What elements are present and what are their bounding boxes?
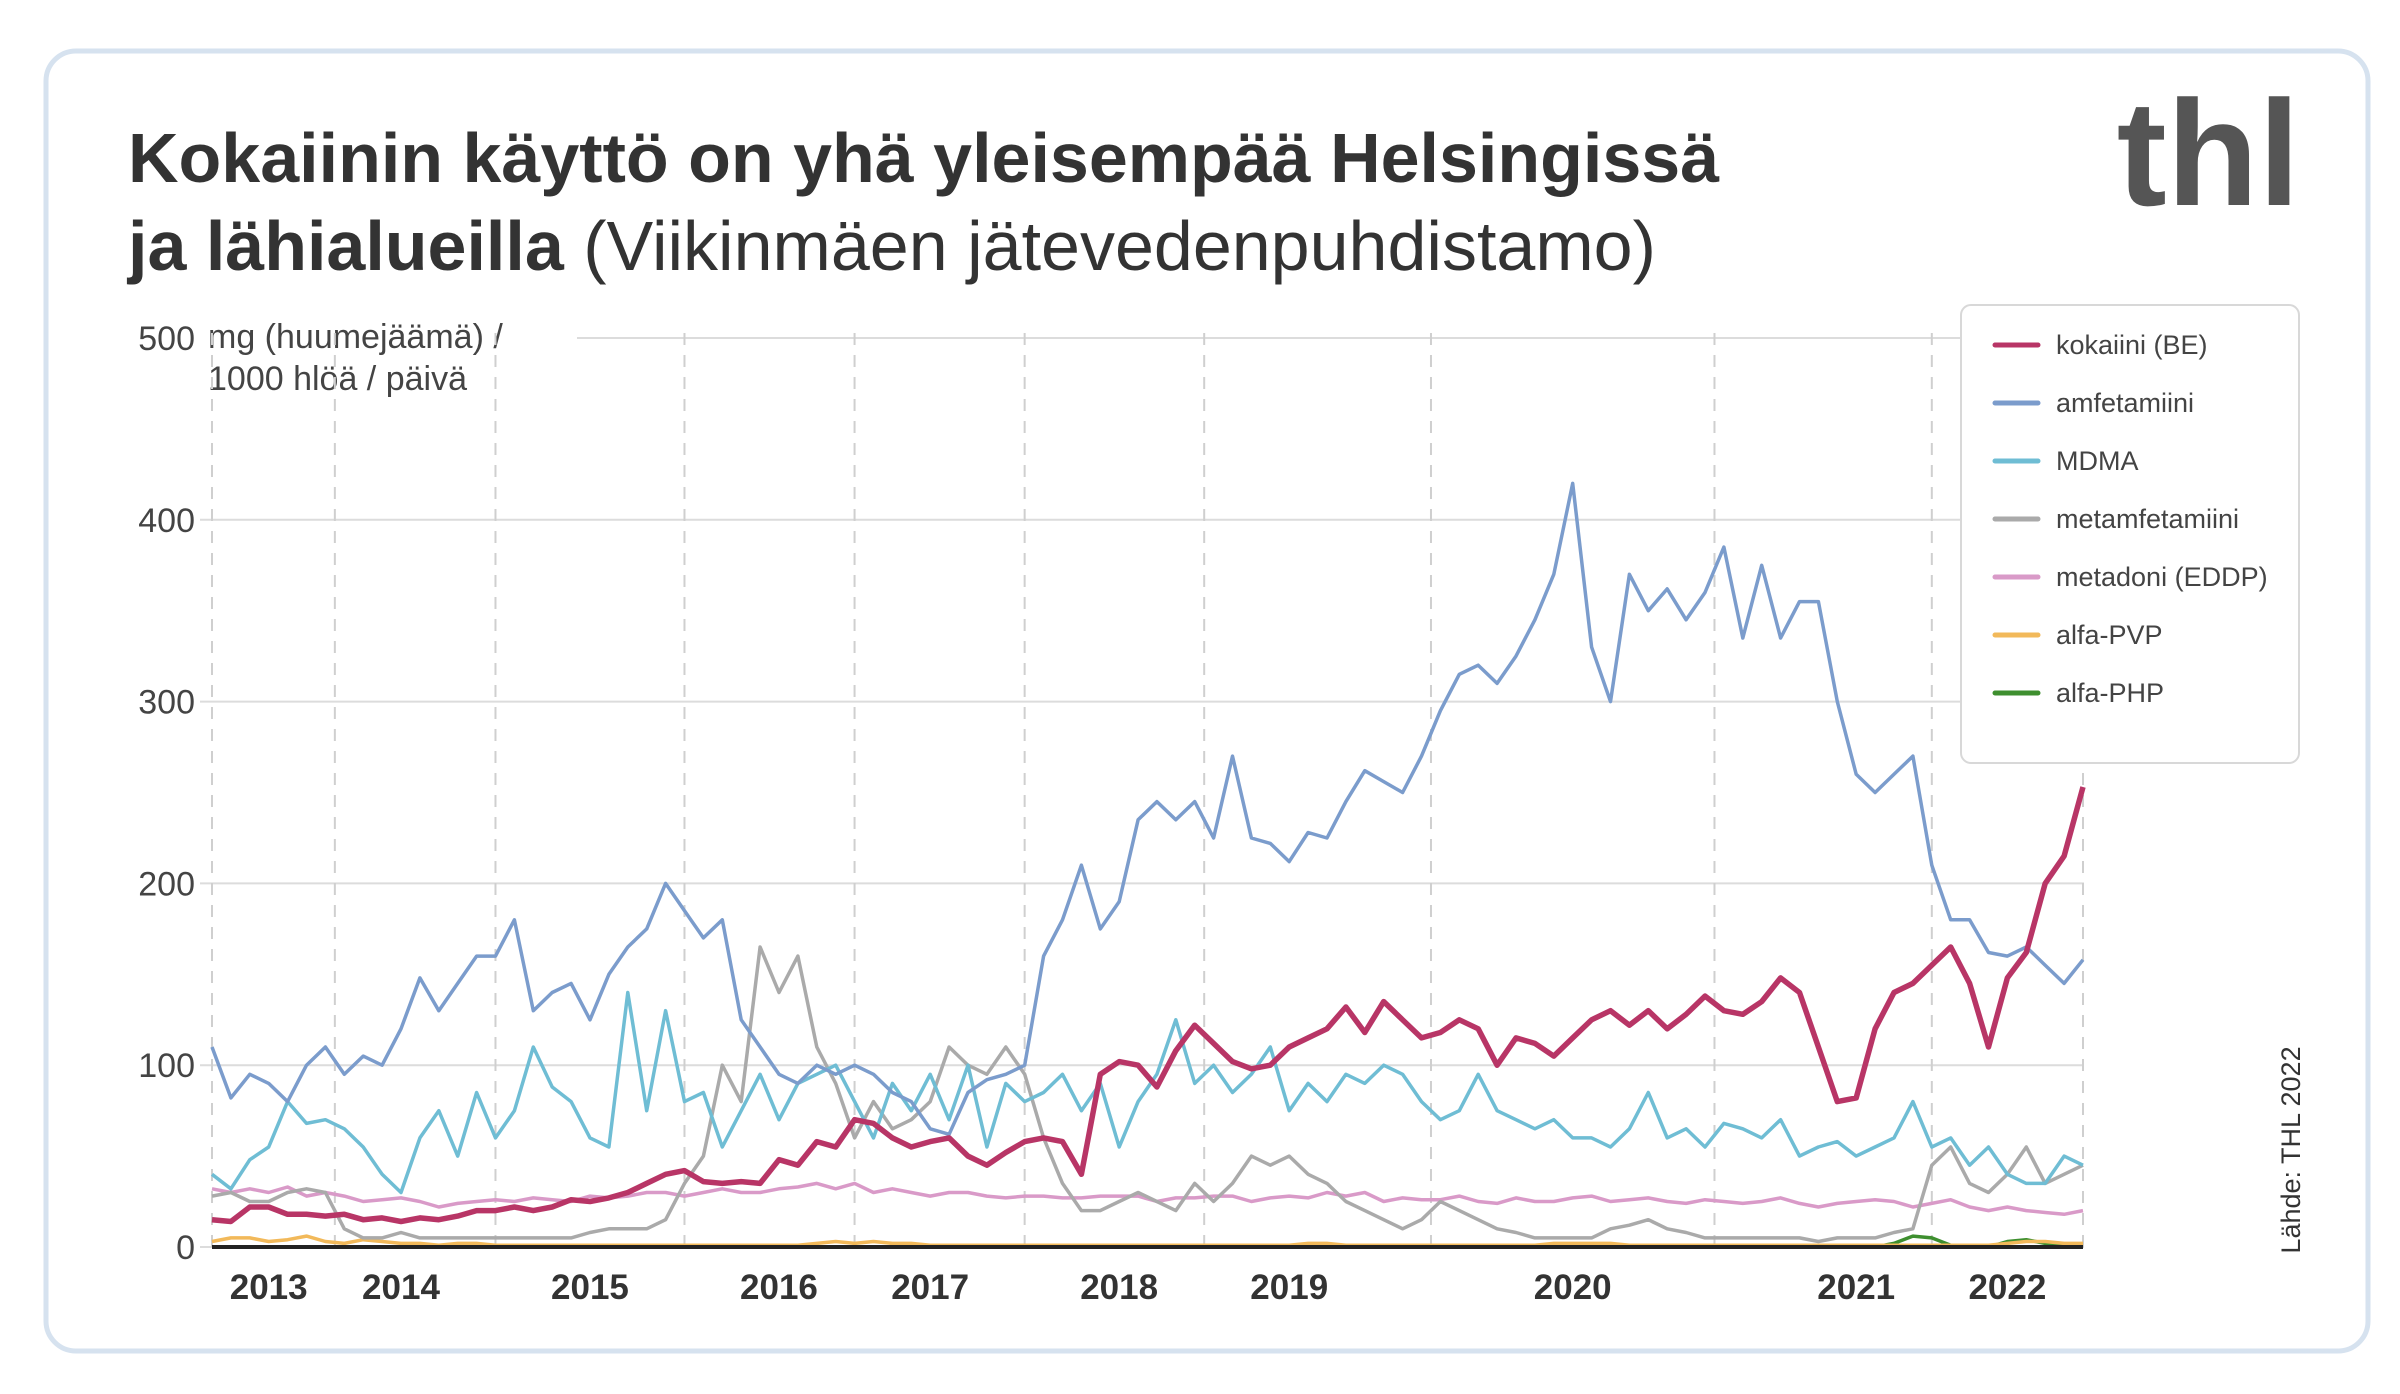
x-tick-label: 2016 (740, 1268, 818, 1307)
legend-label: MDMA (2056, 446, 2139, 476)
legend-label: metadoni (EDDP) (2056, 562, 2268, 592)
series-line (211, 945, 2084, 1244)
x-tick-label: 2020 (1534, 1268, 1612, 1307)
chart-title-line: ja lähialueilla (Viikinmäen jätevedenpuh… (126, 207, 1656, 285)
chart-subtitle: (Viikinmäen jätevedenpuhdistamo) (583, 207, 1656, 285)
x-tick-label: 2013 (230, 1268, 308, 1307)
logo: thl (2117, 69, 2300, 237)
series-line (210, 481, 2085, 1137)
legend-label: alfa-PVP (2056, 620, 2163, 650)
y-tick-label: 100 (138, 1047, 195, 1085)
source: Lähde: THL 2022 (2276, 1046, 2306, 1253)
x-tick-label: 2015 (551, 1268, 629, 1307)
y-axis-label: 1000 hlöä / päivä (208, 360, 467, 398)
legend-label: kokaiini (BE) (2056, 330, 2208, 360)
legend-label: metamfetamiini (2056, 504, 2239, 534)
x-tick-label: 2014 (362, 1268, 440, 1307)
y-tick-label: 0 (176, 1229, 195, 1267)
series-line (211, 786, 2086, 1225)
y-tick-label: 200 (138, 865, 195, 903)
chart-title: Kokaiinin käyttö on yhä yleisempää Helsi… (128, 119, 1720, 197)
y-axis-label: mg (huumejäämä) / (208, 318, 503, 356)
x-tick-label: 2018 (1080, 1268, 1158, 1307)
x-tick-label: 2021 (1817, 1268, 1895, 1307)
chart-title: ja lähialueilla (126, 207, 565, 285)
legend-box (1960, 304, 2300, 764)
x-tick-label: 2022 (1968, 1268, 2046, 1307)
legend-label: amfetamiini (2056, 388, 2194, 418)
series-line (210, 990, 2084, 1195)
y-tick-label: 400 (138, 502, 195, 540)
x-tick-label: 2019 (1250, 1268, 1328, 1307)
y-tick-label: 500 (138, 320, 195, 358)
legend-label: alfa-PHP (2056, 678, 2164, 708)
x-tick-label: 2017 (891, 1268, 969, 1307)
y-tick-label: 300 (138, 684, 195, 722)
